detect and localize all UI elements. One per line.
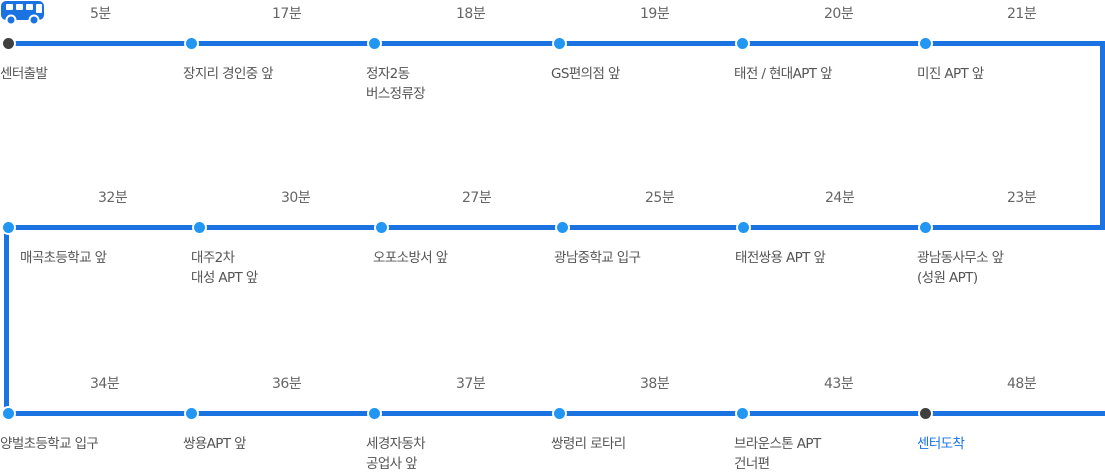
stop-name: 브라운스톤 APT 건너편	[734, 436, 821, 472]
segment-time-label: 20분	[824, 6, 854, 22]
stop-name: 미진 APT 앞	[917, 66, 984, 82]
segment-time-label: 34분	[90, 376, 120, 392]
segment-time-label: 37분	[456, 376, 486, 392]
stop-name: 대주2차 대성 APT 앞	[191, 250, 258, 286]
stop-dot[interactable]	[918, 220, 933, 235]
segment-time-label: 27분	[462, 190, 492, 206]
terminal-stop-dot[interactable]	[918, 406, 933, 421]
stop-dot[interactable]	[918, 36, 933, 51]
stop-dot[interactable]	[1, 406, 16, 421]
stop-name: 광남동사무소 앞 (성원 APT)	[917, 250, 1004, 286]
terminal-stop-dot[interactable]	[1, 36, 16, 51]
stop-dot[interactable]	[192, 220, 207, 235]
stop-dot[interactable]	[735, 406, 750, 421]
segment-time-label: 24분	[825, 190, 855, 206]
segment-time-label: 18분	[456, 6, 486, 22]
stop-name: 태전쌍용 APT 앞	[735, 250, 826, 266]
stop-dot[interactable]	[736, 220, 751, 235]
stop-dot[interactable]	[367, 36, 382, 51]
stop-name: 정자2동 버스정류장	[366, 66, 426, 102]
stop-name: 매곡초등학교 앞	[20, 250, 107, 266]
segment-time-label: 38분	[640, 376, 670, 392]
segment-time-label: 5분	[90, 6, 111, 22]
segment-time-label: 36분	[272, 376, 302, 392]
stop-dot[interactable]	[184, 36, 199, 51]
stop-dot[interactable]	[367, 406, 382, 421]
segment-time-label: 21분	[1007, 6, 1037, 22]
segment-time-label: 48분	[1007, 376, 1037, 392]
stop-dot[interactable]	[374, 220, 389, 235]
segment-time-label: 30분	[281, 190, 311, 206]
stop-name: 양벌초등학교 입구	[0, 436, 99, 452]
stop-dot[interactable]	[552, 406, 567, 421]
stop-name: 오포소방서 앞	[373, 250, 448, 266]
segment-time-label: 25분	[645, 190, 675, 206]
bus-icon	[1, 1, 44, 26]
route-connector-left	[4, 225, 9, 416]
stop-name: 장지리 경인중 앞	[183, 66, 274, 82]
segment-time-label: 19분	[640, 6, 670, 22]
stop-name: 세경자동차 공업사 앞	[366, 436, 426, 472]
segment-time-label: 23분	[1007, 190, 1037, 206]
segment-time-label: 17분	[272, 6, 302, 22]
stop-dot[interactable]	[555, 220, 570, 235]
stop-dot[interactable]	[735, 36, 750, 51]
stop-name: 광남중학교 입구	[554, 250, 641, 266]
segment-time-label: 43분	[824, 376, 854, 392]
route-connector-right	[1100, 41, 1105, 230]
stop-name: 쌍용APT 앞	[183, 436, 247, 452]
stop-name: 태전 / 현대APT 앞	[734, 66, 833, 82]
segment-time-label: 32분	[98, 190, 128, 206]
stop-name: GS편의점 앞	[551, 66, 620, 82]
stop-dot[interactable]	[1, 220, 16, 235]
stop-dot[interactable]	[552, 36, 567, 51]
stop-dot[interactable]	[184, 406, 199, 421]
stop-name: 센터도착	[917, 436, 965, 452]
stop-name: 쌍령리 로타리	[551, 436, 626, 452]
stop-name: 센터출발	[0, 66, 48, 82]
